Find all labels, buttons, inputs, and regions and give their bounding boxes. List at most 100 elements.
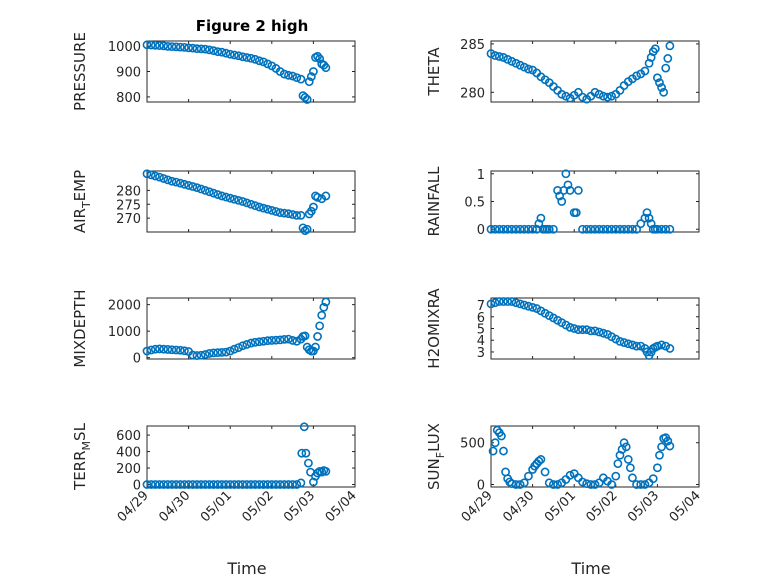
data-point	[586, 326, 596, 336]
data-point	[142, 40, 152, 50]
data-point	[632, 341, 641, 351]
data-point	[615, 337, 625, 346]
data-point	[284, 209, 293, 219]
data-point	[657, 340, 666, 350]
y-tick-label: 900	[116, 66, 141, 81]
data-point	[507, 56, 517, 66]
data-point	[302, 95, 312, 104]
data-point	[250, 480, 260, 489]
data-point	[594, 89, 604, 99]
data-point	[557, 197, 567, 206]
y-axis-label: MIXDEPTH	[71, 289, 89, 367]
data-point	[308, 202, 318, 212]
data-point	[175, 42, 185, 52]
axes-1: 800 900 1000 PRESSURE	[71, 32, 356, 111]
y-tick-label: 280	[116, 184, 141, 199]
data-point	[163, 41, 173, 51]
series-points	[142, 40, 331, 104]
data-point	[494, 224, 504, 234]
data-point	[640, 213, 650, 223]
data-point	[557, 89, 567, 99]
data-point	[196, 350, 206, 360]
data-point	[642, 208, 652, 217]
data-point	[582, 479, 592, 489]
data-point	[603, 92, 612, 102]
data-point	[254, 337, 264, 347]
data-point	[271, 480, 281, 489]
data-point	[209, 188, 218, 198]
y-axis-label-subscript: T	[80, 201, 93, 209]
data-point	[246, 338, 256, 348]
data-point	[665, 224, 675, 234]
data-point	[200, 186, 210, 195]
data-point	[519, 224, 529, 234]
data-point	[159, 41, 169, 51]
data-point	[534, 219, 544, 229]
data-point	[288, 71, 297, 81]
data-point	[259, 336, 268, 346]
data-point	[238, 341, 248, 351]
data-point	[167, 345, 177, 355]
data-point	[288, 336, 297, 345]
data-point	[519, 300, 529, 310]
data-point	[611, 224, 621, 234]
data-point	[217, 47, 227, 57]
data-point	[603, 224, 612, 234]
y-tick-label: 0	[477, 478, 485, 493]
data-point	[515, 299, 525, 309]
data-point	[204, 349, 214, 358]
data-point	[578, 325, 587, 335]
data-point	[246, 199, 256, 209]
data-point	[184, 43, 193, 53]
data-point	[665, 441, 675, 451]
data-point	[192, 44, 202, 54]
data-point	[259, 203, 268, 213]
y-tick-label: 7	[477, 299, 485, 314]
data-point	[636, 480, 646, 489]
data-point	[611, 471, 621, 481]
y-tick-label: 4	[477, 334, 485, 349]
data-point	[180, 346, 189, 356]
data-point	[534, 456, 544, 466]
data-point	[486, 224, 496, 234]
data-point	[607, 480, 617, 489]
data-point	[511, 480, 521, 489]
axes-5: 0 1000 2000 MIXDEPTH	[71, 289, 356, 368]
y-tick-label: 800	[116, 91, 141, 106]
data-point	[321, 191, 331, 201]
data-point	[628, 224, 637, 234]
data-point	[142, 169, 152, 179]
data-point	[234, 51, 243, 61]
data-point	[229, 194, 239, 204]
y-axis-label-main: AIR	[71, 208, 89, 233]
data-point	[254, 202, 264, 212]
y-axis-label: PRESSURE	[71, 32, 89, 111]
data-point	[490, 298, 500, 308]
data-point	[569, 324, 579, 333]
series-points	[486, 297, 675, 360]
data-point	[229, 480, 239, 489]
data-point	[494, 52, 504, 61]
data-point	[297, 448, 307, 458]
data-point	[590, 87, 600, 97]
data-point	[221, 480, 231, 489]
data-point	[565, 470, 575, 480]
y-axis-label-rest: LUX	[425, 423, 443, 452]
data-point	[613, 459, 623, 469]
data-point	[619, 438, 629, 448]
data-point	[578, 224, 587, 234]
data-point	[582, 224, 592, 234]
data-point	[213, 190, 223, 199]
data-point	[209, 46, 218, 56]
data-point	[532, 224, 542, 234]
data-point	[640, 66, 650, 76]
data-point	[229, 50, 239, 60]
data-point	[590, 224, 600, 234]
data-point	[263, 336, 273, 346]
data-point	[499, 297, 508, 306]
data-point	[204, 45, 214, 55]
y-tick-label: 0	[133, 352, 141, 367]
axes-frame	[146, 297, 356, 360]
data-point	[217, 191, 227, 201]
data-point	[490, 51, 500, 60]
